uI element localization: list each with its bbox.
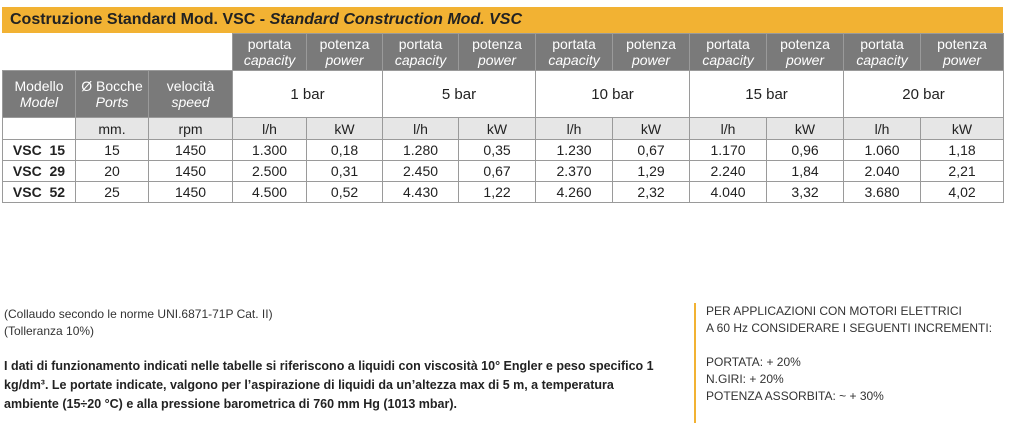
60hz-note-line: PER APPLICAZIONI CON MOTORI ELETTRICI: [706, 304, 962, 318]
speed-unit: rpm: [147, 117, 234, 140]
table-row: VSC 29 20 1450 2.500 0,31 2.450 0,67 2.3…: [2, 160, 1005, 182]
ports-cell: 20: [75, 160, 149, 182]
value-cell: 2.370: [535, 160, 614, 182]
value-cell: 0,52: [306, 181, 384, 203]
60hz-notes: PER APPLICAZIONI CON MOTORI ELETTRICI A …: [706, 303, 992, 405]
test-notes: (Collaudo secondo le norme UNI.6871-71P …: [4, 306, 273, 340]
units-row: mm. rpm l/h kW l/h kW l/h kW l/h kW l/h …: [2, 117, 1005, 140]
model-cell: VSC 29: [2, 160, 76, 182]
value-cell: 1,84: [766, 160, 845, 182]
tolerance-note: (Tolleranza 10%): [4, 324, 95, 338]
power-header-20: potenza power: [920, 33, 1005, 71]
capacity-header-15: portata capacity: [689, 33, 768, 71]
power-unit: kW: [612, 117, 691, 140]
value-cell: 1,29: [612, 160, 691, 182]
test-standard-note: (Collaudo secondo le norme UNI.6871-71P …: [4, 307, 273, 321]
model-header: Modello Model: [2, 70, 76, 118]
power-unit: kW: [458, 117, 537, 140]
value-cell: 4,02: [920, 181, 1005, 203]
value-cell: 0,67: [458, 160, 537, 182]
value-cell: 1.060: [843, 139, 922, 161]
rpm-increment: N.GIRI: + 20%: [706, 372, 784, 386]
value-cell: 1,18: [920, 139, 1005, 161]
value-cell: 2.040: [843, 160, 922, 182]
ports-header: Ø Bocche Ports: [75, 70, 149, 118]
value-cell: 2.500: [232, 160, 308, 182]
capacity-header-5: portata capacity: [382, 33, 460, 71]
value-cell: 2.450: [382, 160, 460, 182]
pressure-5-bar: 5 bar: [382, 70, 537, 118]
model-unit: [2, 117, 76, 140]
title-italian: Costruzione Standard Mod. VSC -: [10, 11, 270, 28]
capacity-unit: l/h: [232, 117, 308, 140]
power-unit: kW: [920, 117, 1005, 140]
table-title: Costruzione Standard Mod. VSC - Standard…: [2, 7, 1003, 33]
value-cell: 0,67: [612, 139, 691, 161]
power-header-1: potenza power: [306, 33, 384, 71]
ports-cell: 25: [75, 181, 149, 203]
speed-cell: 1450: [147, 160, 234, 182]
value-cell: 2,21: [920, 160, 1005, 182]
value-cell: 2,32: [612, 181, 691, 203]
pressure-10-bar: 10 bar: [535, 70, 691, 118]
capacity-header-10: portata capacity: [535, 33, 614, 71]
speed-cell: 1450: [147, 139, 234, 161]
power-unit: kW: [306, 117, 384, 140]
title-english: Standard Construction Mod. VSC: [269, 11, 523, 28]
value-cell: 0,31: [306, 160, 384, 182]
value-cell: 0,18: [306, 139, 384, 161]
value-cell: 4.260: [535, 181, 614, 203]
value-cell: 0,96: [766, 139, 845, 161]
capacity-unit: l/h: [843, 117, 922, 140]
capacity-unit: l/h: [382, 117, 460, 140]
capacity-unit: l/h: [535, 117, 614, 140]
power-unit: kW: [766, 117, 845, 140]
model-cell: VSC 52: [2, 181, 76, 203]
60hz-note-line: A 60 Hz CONSIDERARE I SEGUENTI INCREMENT…: [706, 321, 993, 335]
header-row-top: portata capacity potenza power portata capa…: [2, 33, 1005, 71]
capacity-header-20: portata capacity: [843, 33, 922, 71]
ports-unit: mm.: [75, 117, 149, 140]
capacity-increment: PORTATA: + 20%: [706, 355, 801, 369]
value-cell: 3,32: [766, 181, 845, 203]
table-row: VSC 15 15 1450 1.300 0,18 1.280 0,35 1.2…: [2, 139, 1005, 161]
power-increment: POTENZA ASSORBITA: ~ + 30%: [706, 389, 884, 403]
capacity-unit: l/h: [689, 117, 768, 140]
value-cell: 0,35: [458, 139, 537, 161]
power-header-15: potenza power: [766, 33, 845, 71]
value-cell: 2.240: [689, 160, 768, 182]
pressure-15-bar: 15 bar: [689, 70, 845, 118]
table-row: VSC 52 25 1450 4.500 0,52 4.430 1,22 4.2…: [2, 181, 1005, 203]
spec-table: portata capacity potenza power portata capa…: [2, 33, 1005, 203]
capacity-header-1: portata capacity: [232, 33, 308, 71]
value-cell: 1.230: [535, 139, 614, 161]
header-blank: [2, 33, 233, 71]
power-header-10: potenza power: [612, 33, 691, 71]
divider-line: [694, 303, 696, 423]
value-cell: 3.680: [843, 181, 922, 203]
speed-cell: 1450: [147, 181, 234, 203]
pressure-1-bar: 1 bar: [232, 70, 384, 118]
speed-header: velocità speed: [147, 70, 234, 118]
operating-data-paragraph: I dati di funzionamento indicati nelle t…: [4, 359, 654, 411]
value-cell: 1.300: [232, 139, 308, 161]
value-cell: 4.040: [689, 181, 768, 203]
value-cell: 4.500: [232, 181, 308, 203]
value-cell: 1,22: [458, 181, 537, 203]
power-header-5: potenza power: [458, 33, 537, 71]
pressure-20-bar: 20 bar: [843, 70, 1005, 118]
model-cell: VSC 15: [2, 139, 76, 161]
header-row-pressure: Modello Model Ø Bocche Ports velocità speed…: [2, 70, 1005, 118]
ports-cell: 15: [75, 139, 149, 161]
value-cell: 4.430: [382, 181, 460, 203]
value-cell: 1.170: [689, 139, 768, 161]
value-cell: 1.280: [382, 139, 460, 161]
